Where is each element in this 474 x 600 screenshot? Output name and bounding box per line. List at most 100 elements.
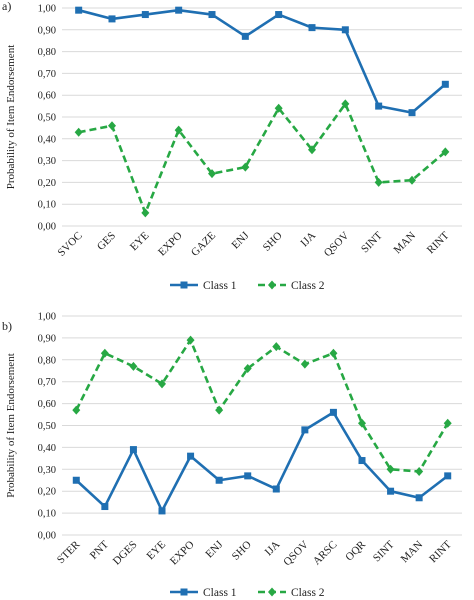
y-tick-label: 0,60 xyxy=(38,399,56,410)
data-point xyxy=(215,476,223,484)
legend-marker xyxy=(268,587,276,597)
x-tick-label: GES xyxy=(95,230,118,253)
y-tick-label: 0,10 xyxy=(38,200,56,211)
y-tick-label: 0,30 xyxy=(38,156,56,167)
data-point xyxy=(186,335,195,345)
x-tick-label: SINT xyxy=(359,229,385,255)
data-point xyxy=(374,177,383,187)
data-point xyxy=(72,405,81,415)
data-point xyxy=(215,405,224,415)
y-tick-label: 0,30 xyxy=(38,465,56,476)
data-point xyxy=(408,175,416,185)
y-tick-label: 0,40 xyxy=(38,443,56,454)
y-tick-label: 0,20 xyxy=(38,487,56,498)
x-tick-label: PNT xyxy=(88,538,111,561)
data-point xyxy=(100,348,109,358)
y-tick-label: 0,50 xyxy=(38,421,56,432)
y-tick-label: 0,00 xyxy=(38,531,56,542)
data-point xyxy=(174,125,183,135)
x-tick-label: RINT xyxy=(425,229,452,256)
data-point xyxy=(75,6,83,14)
data-point xyxy=(158,379,166,389)
series-2 xyxy=(72,335,452,476)
data-point xyxy=(241,162,250,172)
data-point xyxy=(243,364,252,374)
legend-marker xyxy=(180,281,188,289)
y-tick-label: 0,80 xyxy=(38,47,56,58)
y-tick-label: 0,70 xyxy=(38,69,56,80)
x-tick-label: EXPO xyxy=(156,230,185,259)
panel-label: b) xyxy=(2,319,12,333)
y-tick-label: 0,70 xyxy=(38,377,56,388)
data-point xyxy=(358,418,366,428)
y-tick-label: 0,90 xyxy=(38,333,56,344)
data-point xyxy=(274,103,283,113)
x-tick-label: ENJ xyxy=(203,538,225,560)
data-point xyxy=(441,80,449,88)
y-axis-label: Probability of Item Endorsement xyxy=(5,353,17,498)
data-point xyxy=(415,466,424,476)
data-point xyxy=(375,102,383,110)
x-tick-label: SHO xyxy=(230,539,254,563)
data-point xyxy=(300,359,309,369)
y-tick-label: 1,00 xyxy=(38,4,56,15)
data-point xyxy=(443,418,452,428)
x-tick-label: IJA xyxy=(263,539,283,559)
series-line xyxy=(78,8,447,114)
series-1 xyxy=(75,6,449,117)
legend-marker xyxy=(268,280,276,290)
data-point xyxy=(441,147,450,157)
series-line xyxy=(78,102,447,215)
data-point xyxy=(141,11,149,19)
y-tick-label: 0,00 xyxy=(38,222,56,233)
data-point xyxy=(272,485,280,493)
data-point xyxy=(329,348,338,358)
y-tick-label: 1,00 xyxy=(38,312,56,323)
data-point xyxy=(141,208,150,218)
data-point xyxy=(444,472,452,480)
data-point xyxy=(301,426,309,434)
data-point xyxy=(408,109,416,117)
x-tick-label: QSOV xyxy=(281,539,311,569)
x-tick-label: SVOC xyxy=(56,230,85,259)
chart-panel-1: a) 0,00 0,10 0,20 0,30 0,40 0,50 0,60 0,70 0,80 0,… xyxy=(2,0,462,292)
data-point xyxy=(341,26,349,34)
x-tick-label: EYE xyxy=(128,229,152,253)
data-point xyxy=(329,408,337,416)
y-tick-label: 0,40 xyxy=(38,134,56,145)
x-tick-label: STER xyxy=(55,538,83,566)
legend: Class 1 Class 2 xyxy=(170,587,325,599)
data-point xyxy=(129,446,137,454)
data-point xyxy=(241,32,249,40)
x-tick-label: DGES xyxy=(111,539,140,568)
legend-label: Class 1 xyxy=(203,280,237,292)
legend-marker xyxy=(180,588,188,596)
data-point xyxy=(208,11,216,19)
data-point xyxy=(101,503,109,511)
x-tick-label: RINT xyxy=(427,538,454,565)
x-tick-label: ENJ xyxy=(230,229,252,251)
x-tick-label: QSOV xyxy=(322,230,352,260)
legend-label: Class 2 xyxy=(291,587,325,599)
y-tick-label: 0,10 xyxy=(38,509,56,520)
series-line xyxy=(75,338,449,473)
data-point xyxy=(358,457,366,465)
data-point xyxy=(272,342,281,352)
panel-label: a) xyxy=(2,0,11,13)
x-tick-label: MAN xyxy=(391,230,418,257)
y-tick-label: 0,80 xyxy=(38,355,56,366)
data-point xyxy=(74,127,83,137)
x-tick-label: ARSC xyxy=(311,539,340,568)
legend: Class 1 Class 2 xyxy=(170,280,325,292)
x-tick-label: EYE xyxy=(145,538,169,562)
data-point xyxy=(187,452,195,460)
y-tick-label: 0,60 xyxy=(38,91,56,102)
x-tick-label: SINT xyxy=(371,538,397,564)
data-point xyxy=(129,361,138,371)
data-point xyxy=(415,494,423,502)
x-tick-label: EXPO xyxy=(168,539,197,568)
series-line xyxy=(75,411,449,513)
x-tick-label: SHO xyxy=(261,230,285,254)
data-point xyxy=(387,487,395,495)
series-1 xyxy=(72,408,452,515)
